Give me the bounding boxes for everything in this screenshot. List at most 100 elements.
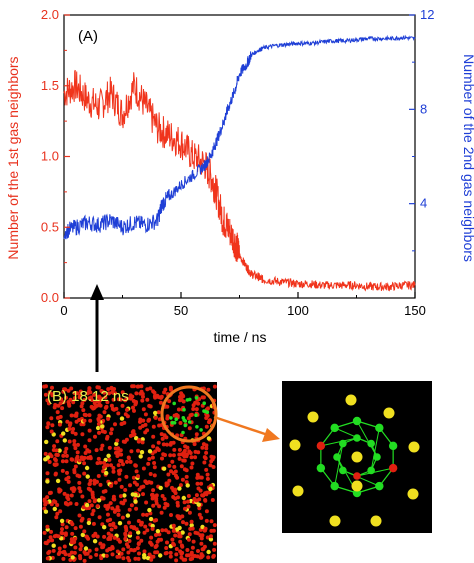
water-oxygen: [167, 399, 172, 404]
water-oxygen: [116, 463, 121, 468]
water-oxygen: [82, 461, 87, 466]
water-oxygen: [167, 463, 172, 468]
water-oxygen: [153, 395, 158, 400]
gas-molecule: [85, 474, 90, 479]
water-oxygen: [85, 391, 90, 396]
water-oxygen: [133, 556, 138, 561]
water-oxygen: [109, 483, 114, 488]
water-oxygen: [111, 397, 116, 402]
cage-molecule: [202, 401, 206, 406]
water-oxygen: [209, 459, 214, 464]
water-oxygen: [83, 451, 88, 455]
water-oxygen: [154, 518, 159, 523]
water-oxygen: [60, 459, 65, 464]
cage-zoom: [282, 381, 432, 533]
water-oxygen: [141, 407, 146, 412]
water-oxygen: [203, 526, 208, 531]
water-oxygen: [56, 534, 61, 539]
gas-molecule: [51, 432, 56, 437]
gas-molecule: [61, 431, 66, 436]
surrounding-gas-molecule: [345, 394, 357, 406]
water-oxygen: [186, 416, 191, 421]
gas-molecule: [92, 539, 98, 544]
water-oxygen: [45, 524, 50, 529]
water-oxygen: [190, 461, 195, 466]
water-oxygen: [47, 549, 52, 554]
cage-bond: [356, 467, 394, 477]
water-oxygen: [127, 507, 132, 512]
water-oxygen: [141, 492, 145, 497]
water-oxygen: [172, 464, 177, 469]
water-oxygen: [197, 506, 202, 511]
water-oxygen: [171, 523, 176, 528]
water-oxygen: [91, 533, 96, 538]
water-oxygen: [142, 530, 147, 535]
water-oxygen: [201, 395, 206, 400]
water-oxygen: [160, 436, 165, 441]
water-oxygen: [189, 550, 194, 555]
water-oxygen: [46, 401, 51, 406]
water-oxygen: [79, 455, 84, 460]
cage-bond: [356, 420, 378, 458]
water-oxygen: [144, 512, 149, 517]
water-oxygen: [111, 521, 116, 526]
water-oxygen: [54, 448, 59, 453]
water-oxygen: [90, 490, 95, 495]
water-oxygen: [190, 526, 195, 531]
water-oxygen: [180, 477, 185, 482]
gas-molecule: [133, 492, 138, 498]
water-oxygen: [204, 509, 209, 514]
water-oxygen: [67, 439, 72, 444]
water-oxygen: [195, 472, 200, 477]
gas-molecule: [102, 525, 107, 530]
water-oxygen: [135, 546, 140, 551]
water-oxygen: [119, 484, 124, 489]
water-oxygen: [191, 407, 196, 411]
encaged-gas-molecule: [351, 451, 363, 463]
cage-bond: [320, 437, 358, 447]
water-oxygen: [101, 465, 106, 470]
water-oxygen: [186, 504, 191, 509]
water-oxygen: [176, 515, 181, 520]
water-oxygen: [99, 447, 104, 451]
gas-molecule: [206, 549, 211, 555]
water-oxygen: [61, 550, 66, 555]
cage-bond: [334, 443, 344, 487]
water-oxygen: [107, 457, 112, 462]
water-oxygen: [131, 526, 136, 531]
left-tick-label: 0.0: [41, 290, 59, 305]
water-oxygen: [113, 480, 118, 485]
water-oxygen: [140, 424, 145, 428]
water-oxygen: [162, 505, 167, 510]
water-oxygen: [147, 457, 152, 461]
water-oxygen: [204, 416, 209, 420]
cage-molecule: [181, 416, 186, 420]
water-oxygen: [205, 476, 210, 481]
water-oxygen: [194, 407, 199, 412]
cage-molecule: [199, 428, 203, 432]
water-oxygen: [194, 493, 199, 498]
water-oxygen: [64, 459, 69, 464]
water-oxygen: [181, 520, 185, 525]
water-oxygen: [141, 466, 146, 471]
water-oxygen: [139, 384, 144, 389]
water-oxygen: [77, 486, 82, 491]
water-oxygen: [184, 468, 189, 473]
water-oxygen: [204, 518, 209, 523]
gas-molecule: [117, 521, 123, 526]
water-oxygen: [47, 460, 52, 464]
water-oxygen: [136, 448, 140, 453]
water-oxygen: [153, 415, 158, 420]
water-oxygen: [175, 500, 180, 505]
water-oxygen: [96, 385, 101, 390]
water-oxygen: [173, 496, 178, 501]
water-oxygen: [51, 548, 56, 553]
gas-molecule: [106, 453, 111, 458]
water-oxygen: [143, 524, 148, 529]
water-oxygen: [133, 463, 138, 468]
water-oxygen: [50, 423, 55, 428]
water-oxygen: [189, 465, 194, 470]
water-oxygen: [131, 475, 136, 480]
water-oxygen: [95, 461, 100, 466]
water-oxygen: [172, 447, 177, 452]
